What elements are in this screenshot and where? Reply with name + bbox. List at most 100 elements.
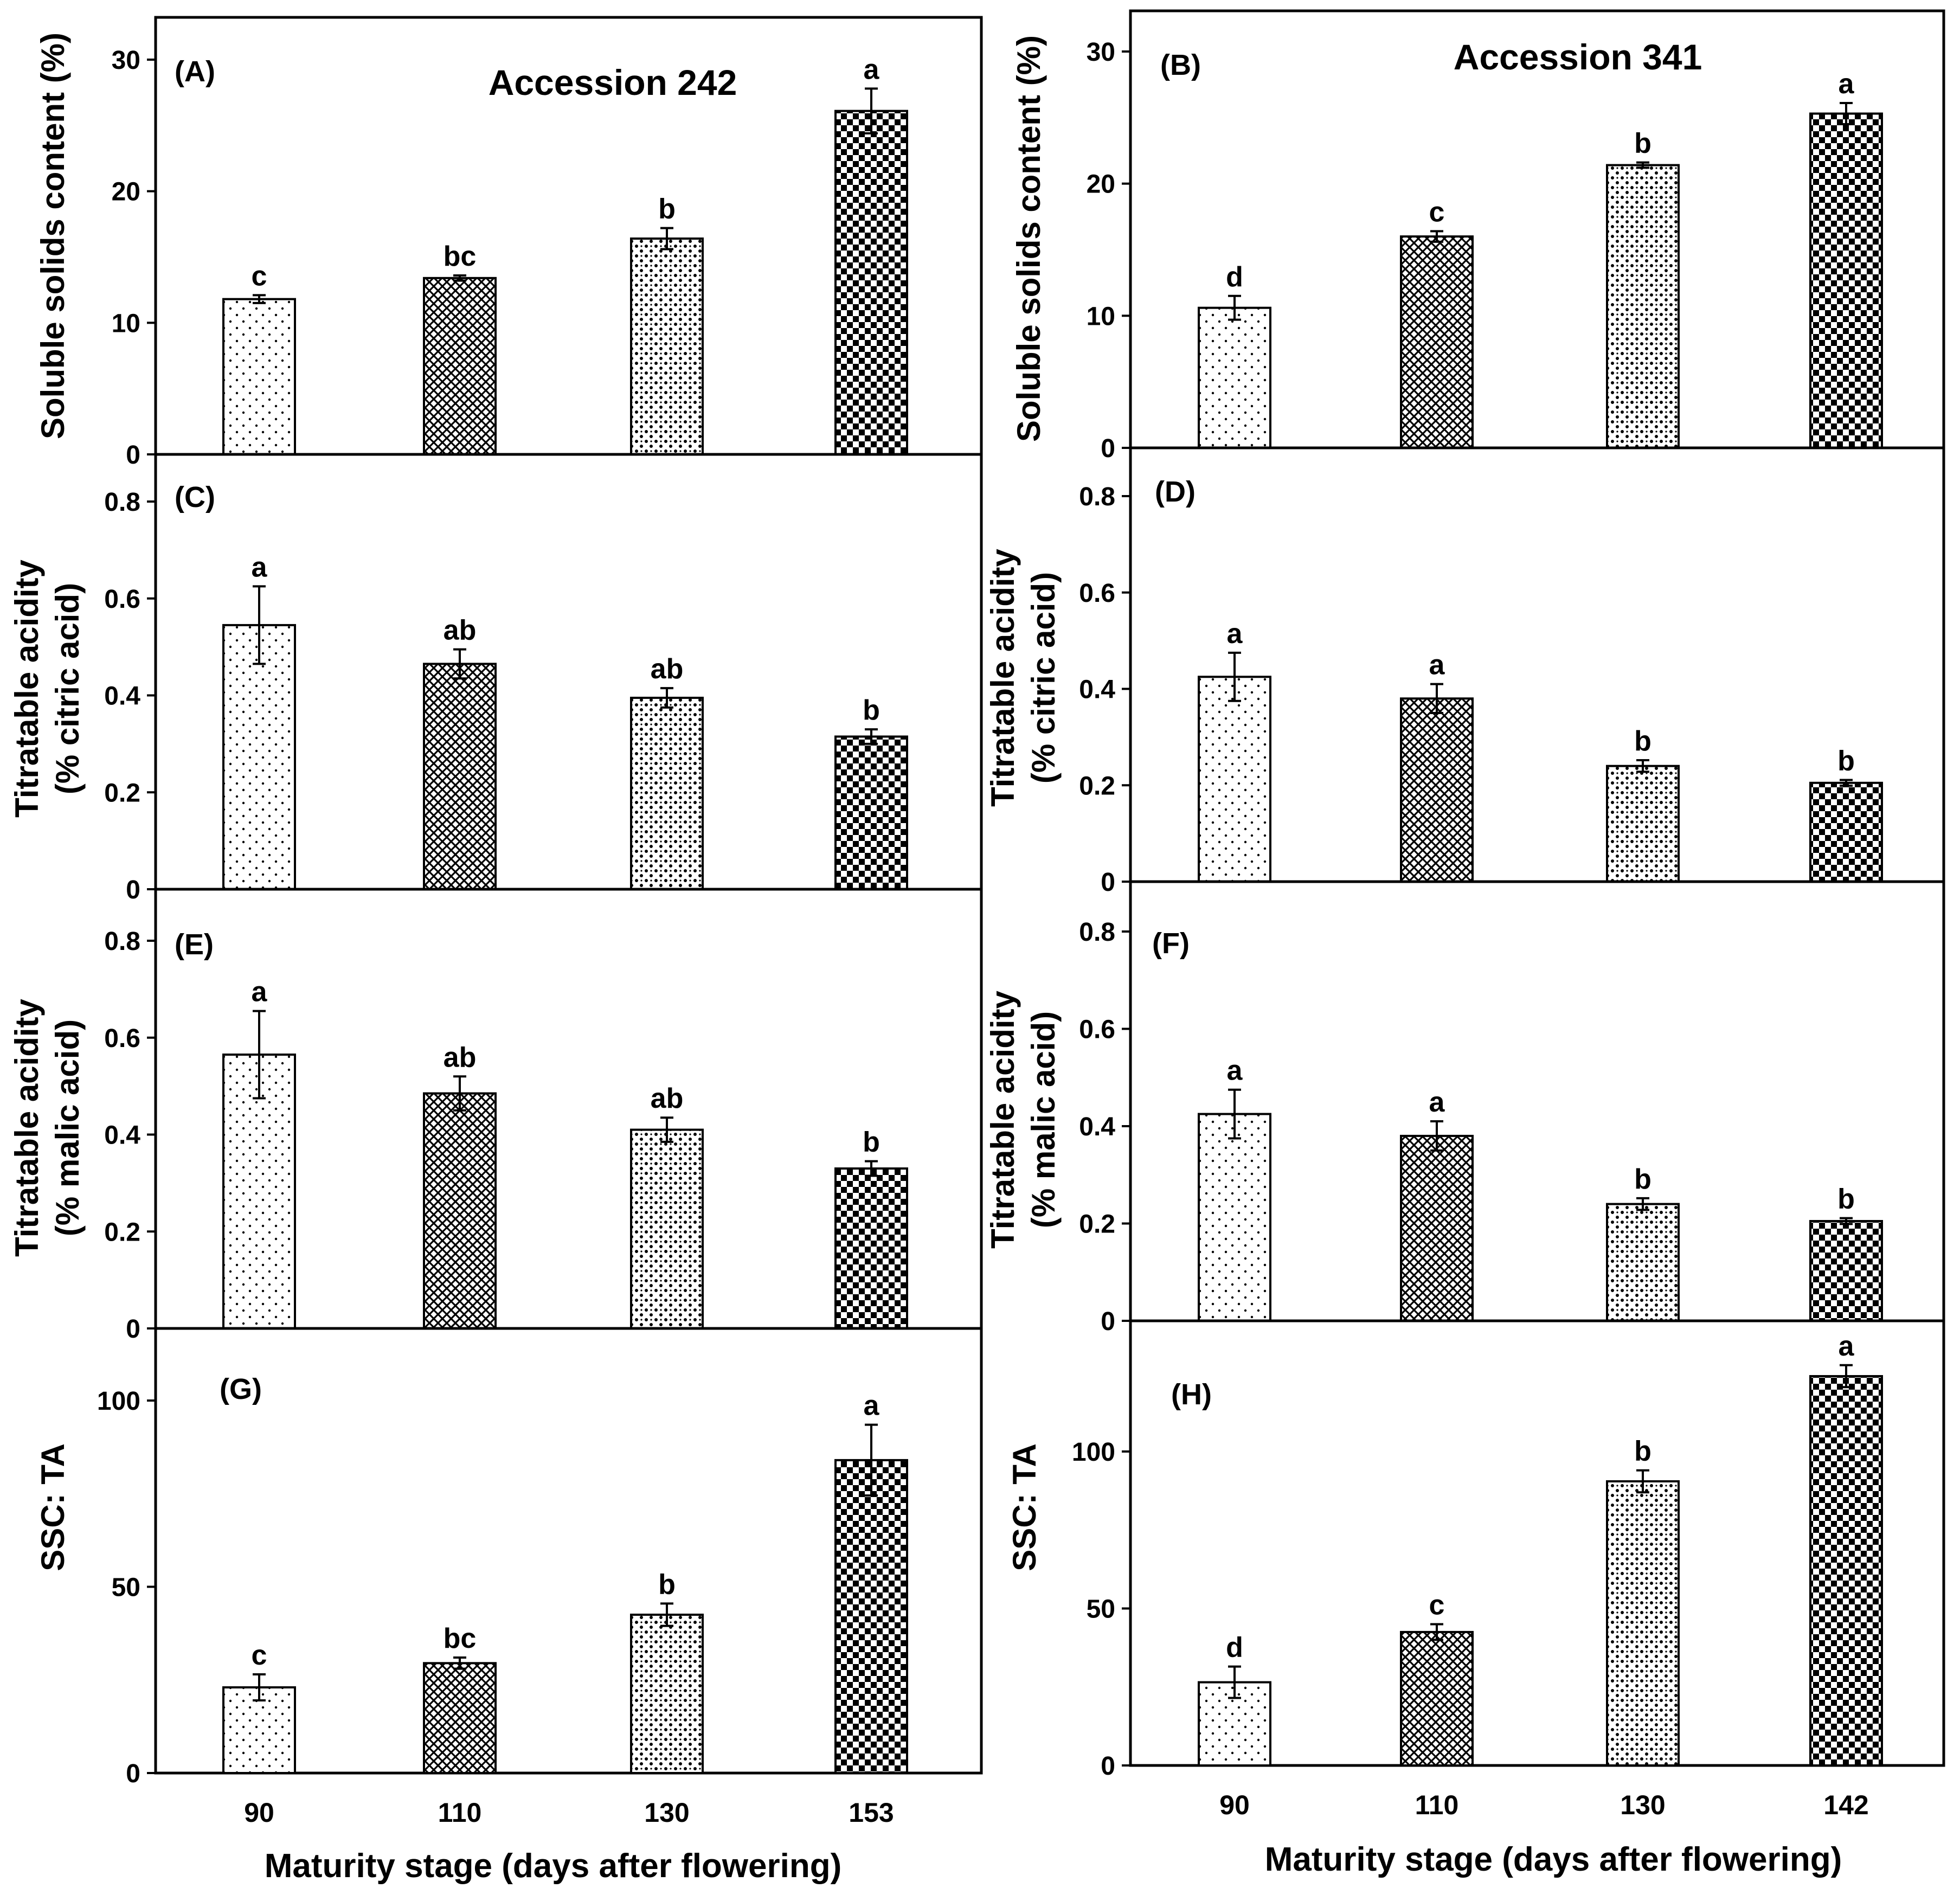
panel-C-bar-130 xyxy=(630,696,704,890)
panel-F-bar-90 xyxy=(1198,1113,1271,1322)
panel-G-bar-130 xyxy=(630,1614,704,1774)
panel-B-bar-130 xyxy=(1606,164,1680,449)
panel-F-bar-142 xyxy=(1809,1220,1883,1322)
panel-D-ytick-label-4: 0.8 xyxy=(1079,483,1115,511)
panel-G-bar-90 xyxy=(222,1686,296,1774)
panel-G-xtick-label-0: 90 xyxy=(244,1797,274,1828)
panel-B-title: Accession 341 xyxy=(1454,37,1702,77)
panel-F-ytick-label-0: 0 xyxy=(1101,1307,1115,1336)
panel-B: (B) Accession 341 Soluble solids content… xyxy=(1011,9,1945,463)
panel-D-bar-130 xyxy=(1606,765,1680,883)
panel-E-errorbar-153 xyxy=(865,1160,878,1177)
panel-F-bar-110 xyxy=(1400,1134,1474,1322)
panel-H-sig-label-130: b xyxy=(1634,1436,1651,1467)
panel-H-ytick-label-2: 100 xyxy=(1072,1438,1115,1467)
panel-H-xtick-label-0: 90 xyxy=(1219,1790,1250,1820)
panel-E-ytick-label-0: 0 xyxy=(126,1315,140,1344)
panel-D-errorbar-110 xyxy=(1430,683,1443,714)
panel-H-errorbar-90 xyxy=(1228,1665,1241,1699)
panel-H-sig-label-90: d xyxy=(1226,1632,1243,1664)
panel-D-ytick-label-3: 0.6 xyxy=(1079,579,1115,608)
panel-B-sig-label-130: b xyxy=(1634,128,1651,159)
panel-G-errorbar-110 xyxy=(453,1656,466,1670)
panel-E-bars: a ab ab b xyxy=(222,977,908,1330)
panel-D-bars: a a b b xyxy=(1198,618,1883,883)
panel-H-bar-90 xyxy=(1198,1681,1271,1767)
panel-A-bar-153 xyxy=(834,110,908,455)
panel-G-xtick-label-3: 153 xyxy=(849,1797,894,1828)
panel-C-sig-label-130: ab xyxy=(651,653,684,685)
panel-D-bar-142 xyxy=(1809,781,1883,883)
panel-E-errorbar-90 xyxy=(253,1010,266,1100)
panel-F-sig-label-130: b xyxy=(1634,1164,1651,1195)
panel-H-bars: d c b a xyxy=(1198,1331,1883,1767)
panel-E-sig-label-153: b xyxy=(863,1127,880,1158)
panel-C-sig-label-153: b xyxy=(863,695,880,726)
panel-A-errorbar-90 xyxy=(253,294,266,304)
panel-G-bar-153 xyxy=(834,1459,908,1774)
panel-G-sig-label-110: bc xyxy=(444,1623,477,1654)
panel-D-bar-90 xyxy=(1198,676,1271,883)
panel-H-ytick-label-1: 50 xyxy=(1087,1595,1115,1624)
panel-C-bar-153 xyxy=(834,735,908,890)
panel-H-bar-130 xyxy=(1606,1480,1680,1767)
panel-F-sig-label-142: b xyxy=(1837,1184,1855,1215)
panel-H-label: (H) xyxy=(1171,1378,1212,1411)
panel-A-bar-110 xyxy=(423,277,497,455)
panel-G-x-ticks: 90 110 130 153 xyxy=(244,1797,894,1828)
panel-G-sig-label-130: b xyxy=(658,1569,676,1600)
panel-F-ytick-label-1: 0.2 xyxy=(1079,1210,1115,1239)
panel-H-frame xyxy=(1129,1319,1945,1767)
panel-F-ytick-label-2: 0.4 xyxy=(1079,1113,1115,1141)
panel-B-sig-label-90: d xyxy=(1226,261,1243,293)
panel-B-errorbar-130 xyxy=(1636,161,1649,169)
panel-C-sig-label-110: ab xyxy=(444,615,477,646)
panel-F-y-axis: 0 0.2 0.4 0.6 0.8 xyxy=(1079,918,1130,1336)
panel-H-xtick-label-3: 142 xyxy=(1823,1790,1868,1820)
panel-G-ylabel: SSC: TA xyxy=(35,1443,71,1571)
panel-B-y-axis: 0 10 20 30 xyxy=(1087,38,1130,463)
panel-F-bars: a a b b xyxy=(1198,1055,1883,1322)
panel-F-errorbar-130 xyxy=(1636,1197,1649,1211)
panel-G: (G) SSC: TA 0 50 100 c bc b a 90 110 130 153 xyxy=(35,1327,983,1828)
panel-B-bar-142 xyxy=(1809,112,1883,449)
panel-B-errorbar-90 xyxy=(1228,294,1241,321)
panel-G-xtick-label-2: 130 xyxy=(644,1797,689,1828)
panel-A: (A) Accession 242 Soluble solids content… xyxy=(35,16,983,470)
panel-A-bar-130 xyxy=(630,237,704,455)
panel-D-ylabel-line2: (% citric acid) xyxy=(1025,572,1062,783)
panel-A-ytick-label-2: 20 xyxy=(112,178,140,207)
panel-H-sig-label-142: a xyxy=(1839,1331,1855,1362)
panel-H-xtick-label-2: 130 xyxy=(1620,1790,1665,1820)
x-axis-title-right: Maturity stage (days after flowering) xyxy=(1265,1841,1842,1878)
panel-C-ytick-label-2: 0.4 xyxy=(104,682,140,711)
panel-F-bar-130 xyxy=(1606,1203,1680,1322)
panel-G-frame xyxy=(154,1327,983,1775)
panel-E-bar-110 xyxy=(423,1092,497,1330)
panel-B-errorbar-110 xyxy=(1430,230,1443,243)
panel-G-xtick-label-1: 110 xyxy=(438,1797,482,1828)
panel-H-bar-110 xyxy=(1400,1630,1474,1767)
panel-D-sig-label-90: a xyxy=(1227,618,1243,650)
panel-E-ylabel-line2: (% malic acid) xyxy=(49,1019,86,1236)
panel-C-errorbar-90 xyxy=(253,585,266,665)
panel-E-ytick-label-3: 0.6 xyxy=(104,1024,140,1053)
panel-A-title: Accession 242 xyxy=(489,62,737,102)
panel-A-ytick-label-0: 0 xyxy=(126,441,140,470)
panel-H-ytick-label-0: 0 xyxy=(1101,1752,1115,1781)
panel-B-ylabel: Soluble solids content (%) xyxy=(1011,35,1047,442)
panel-C-ytick-label-0: 0 xyxy=(126,876,140,904)
panel-F: (F) Titratable acidity (% malic acid) 00… xyxy=(985,880,1945,1336)
panel-G-bars: c bc b a xyxy=(222,1390,908,1774)
panel-H: (H) SSC: TA 0 50 100 d c b a 90 110 130 142 xyxy=(1006,1319,1945,1820)
panel-F-ylabel-line2: (% malic acid) xyxy=(1025,1011,1062,1228)
panel-A-ylabel: Soluble solids content (%) xyxy=(35,33,71,439)
panel-D-errorbar-142 xyxy=(1840,779,1853,787)
panel-D-ytick-label-1: 0.2 xyxy=(1079,772,1115,800)
panel-H-bar-142 xyxy=(1809,1375,1883,1767)
panel-G-sig-label-90: c xyxy=(252,1640,267,1671)
panel-E-ylabel: Titratable acidity xyxy=(9,999,45,1257)
panel-E-ytick-label-4: 0.8 xyxy=(104,927,140,956)
panel-E: (E) Titratable acidity (% malic acid) 00… xyxy=(9,888,983,1344)
panel-D-ytick-label-0: 0 xyxy=(1101,868,1115,897)
